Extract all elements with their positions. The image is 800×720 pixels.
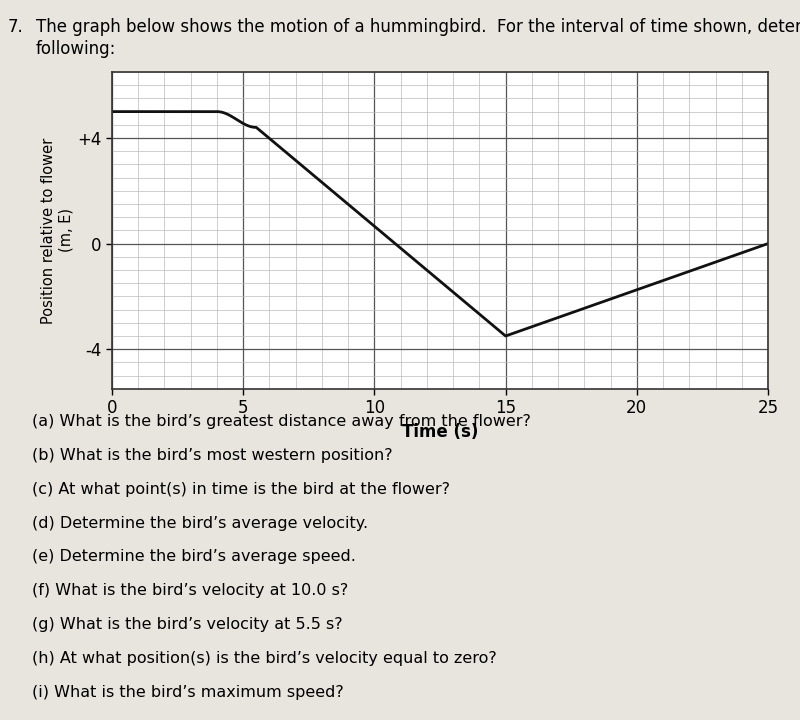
Text: (d) Determine the bird’s average velocity.: (d) Determine the bird’s average velocit… (32, 516, 368, 531)
Text: following:: following: (36, 40, 116, 58)
X-axis label: Time (s): Time (s) (402, 423, 478, 441)
Text: (a) What is the bird’s greatest distance away from the flower?: (a) What is the bird’s greatest distance… (32, 414, 531, 429)
Text: 7.: 7. (8, 18, 24, 36)
Text: (b) What is the bird’s most western position?: (b) What is the bird’s most western posi… (32, 448, 393, 463)
Text: The graph below shows the motion of a hummingbird.  For the interval of time sho: The graph below shows the motion of a hu… (36, 18, 800, 36)
Text: (e) Determine the bird’s average speed.: (e) Determine the bird’s average speed. (32, 549, 356, 564)
Text: (i) What is the bird’s maximum speed?: (i) What is the bird’s maximum speed? (32, 685, 344, 700)
Text: (h) At what position(s) is the bird’s velocity equal to zero?: (h) At what position(s) is the bird’s ve… (32, 651, 497, 666)
Text: (c) At what point(s) in time is the bird at the flower?: (c) At what point(s) in time is the bird… (32, 482, 450, 497)
Text: (f) What is the bird’s velocity at 10.0 s?: (f) What is the bird’s velocity at 10.0 … (32, 583, 348, 598)
Y-axis label: Position relative to flower
(m, E): Position relative to flower (m, E) (41, 138, 73, 323)
Text: (g) What is the bird’s velocity at 5.5 s?: (g) What is the bird’s velocity at 5.5 s… (32, 617, 342, 632)
